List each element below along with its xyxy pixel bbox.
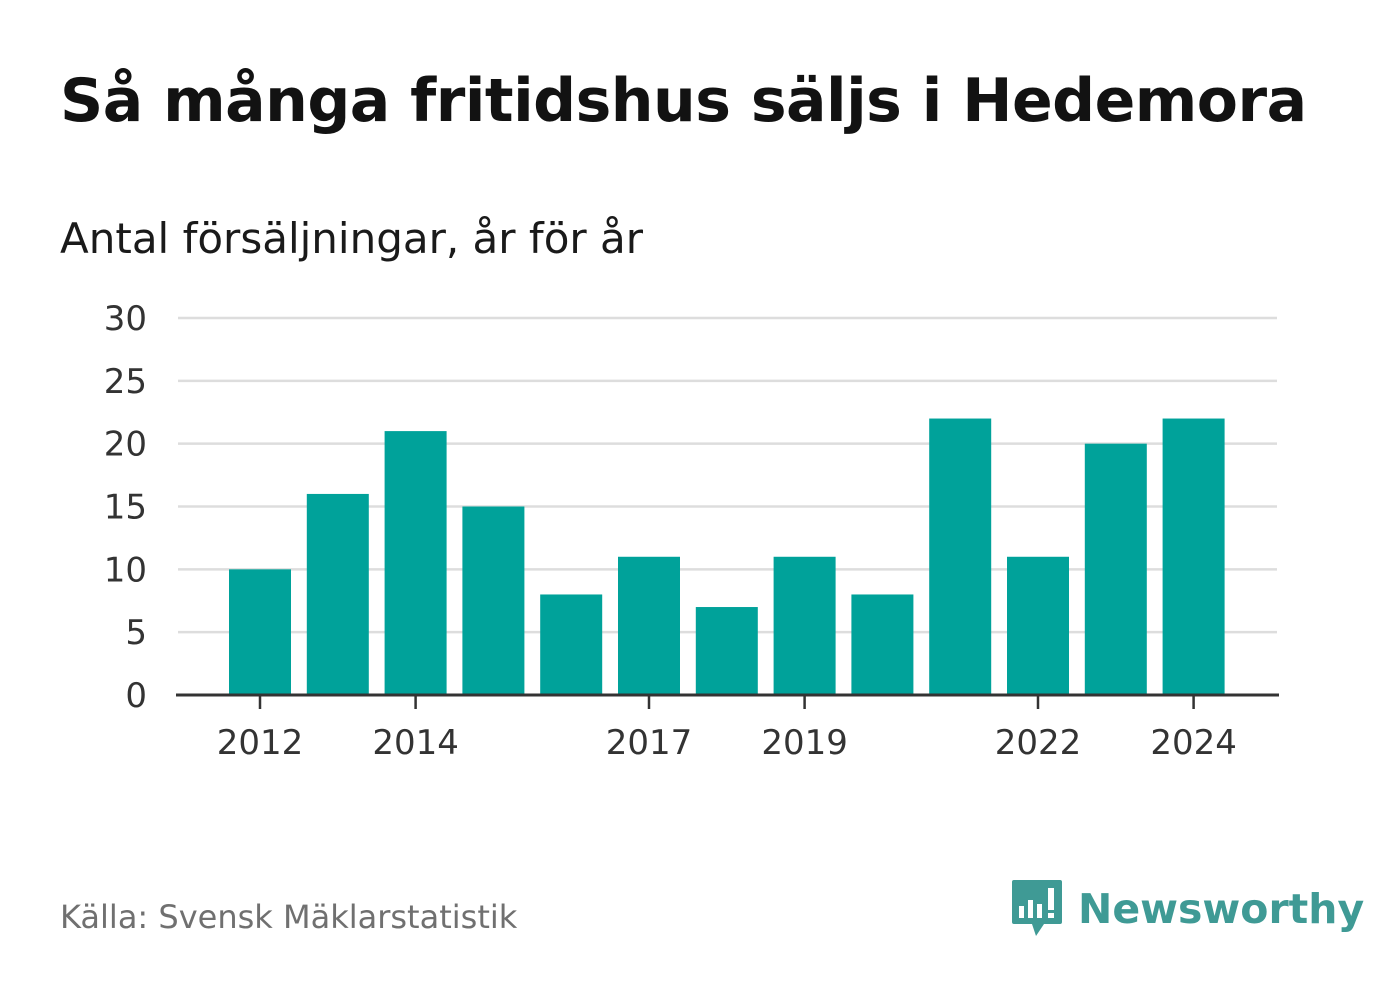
newsworthy-logo-icon — [1012, 880, 1062, 936]
y-tick-label: 5 — [125, 613, 147, 653]
chart-subtitle: Antal försäljningar, år för år — [60, 214, 644, 263]
x-tick-label: 2012 — [217, 723, 304, 763]
x-tick-label: 2022 — [995, 723, 1082, 763]
y-tick-label: 25 — [104, 362, 147, 402]
bar — [929, 418, 992, 695]
x-tick-label: 2024 — [1150, 723, 1237, 763]
x-tick-label: 2014 — [372, 723, 459, 763]
brand-logo: Newsworthy — [1010, 878, 1364, 940]
bar — [695, 607, 758, 695]
y-tick-label: 15 — [104, 488, 147, 528]
bar — [384, 431, 447, 695]
x-tick-label: 2019 — [761, 723, 848, 763]
y-tick-label: 30 — [104, 299, 147, 339]
source-note: Källa: Svensk Mäklarstatistik — [60, 898, 518, 936]
bar — [306, 493, 369, 695]
bar — [1084, 443, 1147, 695]
bar — [462, 506, 525, 695]
bar — [1007, 556, 1069, 695]
bar — [773, 556, 836, 695]
bar — [1162, 418, 1225, 695]
y-tick-label: 20 — [104, 425, 147, 465]
y-tick-label: 10 — [104, 550, 147, 590]
bar — [540, 594, 603, 695]
bar — [618, 556, 680, 695]
x-tick-label: 2017 — [606, 723, 693, 763]
y-tick-label: 0 — [125, 676, 147, 716]
bar — [229, 569, 291, 695]
brand-name: Newsworthy — [1078, 885, 1365, 933]
bar — [851, 594, 914, 695]
chart-title: Så många fritidshus säljs i Hedemora — [60, 66, 1307, 136]
